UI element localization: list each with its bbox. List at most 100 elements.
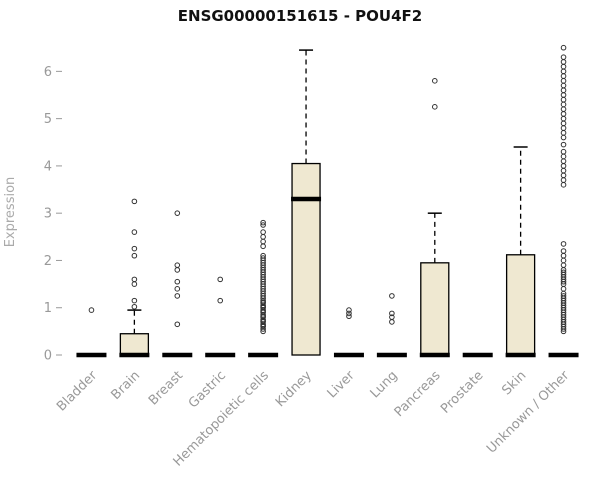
y-axis-label: Expression	[3, 177, 18, 248]
outlier-point	[346, 310, 352, 317]
outlier-point	[560, 241, 567, 247]
outlier-point	[560, 167, 567, 174]
outlier-point	[389, 293, 395, 299]
y-tick-label: 1	[44, 301, 52, 316]
y-tick-label: 6	[44, 65, 52, 80]
outlier-point	[131, 252, 138, 259]
outlier-point	[131, 245, 138, 252]
x-tick-label: Pancreas	[392, 368, 444, 420]
outlier-point	[560, 248, 567, 254]
x-tick-label: Gastric	[186, 368, 229, 411]
outlier-point	[260, 222, 266, 228]
boxplot-liver	[333, 307, 364, 358]
outlier-point	[88, 307, 95, 313]
outlier-point	[217, 297, 224, 304]
y-tick-label: 3	[44, 207, 52, 222]
outlier-point	[560, 68, 567, 75]
y-tick-label: 0	[44, 349, 52, 364]
boxplot-brain	[119, 198, 150, 358]
outlier-point	[131, 229, 138, 235]
x-tick-label: Lung	[368, 368, 401, 401]
outlier-point	[560, 262, 567, 268]
outlier-point	[560, 106, 567, 112]
outlier-point	[560, 92, 567, 98]
outlier-point	[131, 297, 138, 304]
outlier-point	[560, 54, 567, 60]
boxplot-skin	[505, 146, 536, 358]
outlier-point	[260, 255, 266, 261]
outlier-point	[260, 234, 266, 240]
box-rect	[291, 162, 321, 356]
outlier-point	[431, 78, 438, 84]
outlier-point	[260, 252, 266, 259]
outlier-point	[560, 78, 567, 84]
outlier-point	[174, 321, 181, 328]
outlier-point	[560, 101, 567, 108]
outlier-point	[560, 286, 567, 292]
outlier-point	[174, 278, 181, 285]
chart-title: ENSG00000151615 - POU4F2	[178, 7, 422, 25]
outlier-point	[560, 269, 567, 276]
x-tick-label: Liver	[325, 368, 359, 402]
outlier-point	[560, 153, 567, 160]
x-tick-label: Prostate	[438, 368, 486, 416]
outlier-point	[560, 293, 567, 299]
outlier-point	[346, 307, 352, 313]
boxplot-unknown-other	[548, 44, 579, 358]
outlier-point	[346, 313, 352, 320]
outlier-point	[431, 104, 438, 110]
outlier-point	[560, 63, 567, 70]
outlier-point	[560, 148, 567, 155]
y-tick-label: 5	[44, 112, 52, 127]
boxplot-breast	[162, 210, 193, 358]
y-tick-label: 2	[44, 254, 52, 269]
outlier-point	[131, 281, 138, 287]
outlier-point	[174, 267, 181, 273]
outlier-point	[217, 276, 224, 283]
x-tick-label: Brain	[108, 368, 143, 403]
outlier-point	[389, 314, 395, 320]
outlier-point	[174, 286, 181, 292]
outlier-point	[560, 141, 567, 148]
boxplot-bladder	[76, 307, 107, 358]
outlier-point	[560, 96, 567, 103]
x-tick-label: Kidney	[273, 368, 315, 410]
outlier-point	[131, 303, 138, 310]
outlier-point	[560, 111, 567, 117]
outlier-point	[560, 172, 567, 179]
outlier-point	[260, 238, 266, 245]
outlier-point	[174, 262, 181, 268]
outlier-point	[560, 130, 567, 136]
outlier-point	[131, 198, 138, 205]
outlier-point	[560, 134, 567, 141]
outlier-point	[260, 243, 266, 250]
x-tick-label: Bladder	[54, 368, 101, 415]
outlier-point	[174, 210, 181, 216]
x-tick-label: Unknown / Other	[484, 368, 573, 457]
outlier-point	[131, 276, 138, 283]
outlier-point	[560, 182, 567, 188]
outlier-point	[560, 257, 567, 264]
outlier-point	[560, 82, 567, 89]
outlier-point	[260, 219, 266, 226]
outlier-point	[389, 319, 395, 325]
outlier-point	[560, 177, 567, 183]
outlier-point	[560, 73, 567, 79]
outlier-point	[560, 115, 567, 122]
outlier-point	[560, 252, 567, 259]
outlier-point	[560, 87, 567, 94]
outlier-point	[560, 125, 567, 131]
x-tick-label: Breast	[146, 368, 186, 408]
boxplot-kidney	[291, 49, 322, 356]
box-rect	[505, 254, 536, 356]
outlier-point	[560, 158, 567, 164]
outlier-point	[174, 293, 181, 299]
x-tick-label: Skin	[499, 368, 529, 398]
boxplot-pancreas	[419, 78, 450, 358]
outlier-point	[560, 44, 567, 51]
outlier-point	[560, 59, 567, 65]
box-rect	[420, 262, 450, 356]
